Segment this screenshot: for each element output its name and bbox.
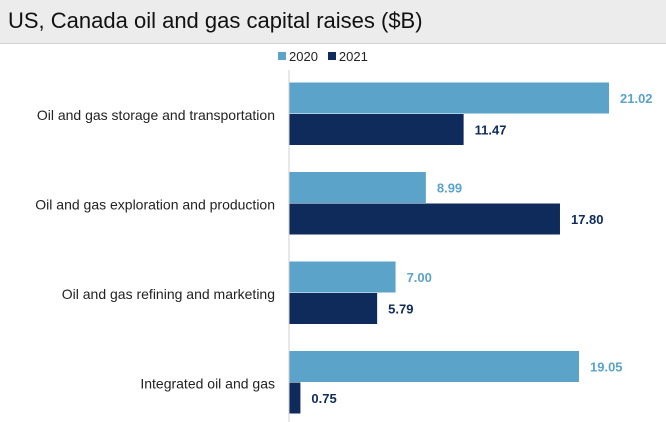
category-label-integrated-oil-and-gas: Integrated oil and gas	[140, 375, 275, 391]
legend-label-2020: 2020	[289, 48, 318, 64]
category-label-oil-and-gas-exploration-and-production: Oil and gas exploration and production	[35, 196, 275, 212]
legend-swatch-2021	[327, 52, 336, 60]
bar-2021-integrated-oil-and-gas	[289, 382, 301, 414]
legend-label-2021: 2021	[338, 48, 368, 64]
value-label-2021-integrated-oil-and-gas: 0.75	[311, 391, 336, 406]
value-label-2020-oil-and-gas-refining-and-marketing: 7.00	[407, 270, 432, 285]
bar-2021-oil-and-gas-refining-and-marketing	[289, 293, 378, 324]
value-label-2021-oil-and-gas-storage-and-transportation: 11.47	[475, 123, 507, 138]
value-label-2020-oil-and-gas-exploration-and-production: 8.99	[437, 181, 462, 196]
title-bar: US, Canada oil and gas capital raises ($…	[0, 0, 666, 44]
bar-2021-oil-and-gas-exploration-and-production	[289, 203, 560, 235]
bar-2021-oil-and-gas-storage-and-transportation	[289, 114, 464, 145]
chart-title: US, Canada oil and gas capital raises ($…	[8, 8, 423, 33]
bar-2020-oil-and-gas-storage-and-transportation	[289, 82, 609, 114]
value-label-2021-oil-and-gas-exploration-and-production: 17.80	[571, 212, 604, 227]
value-label-2020-integrated-oil-and-gas: 19.05	[590, 360, 623, 375]
legend-item-2021: 2021	[327, 48, 368, 64]
category-label-oil-and-gas-refining-and-marketing: Oil and gas refining and marketing	[62, 286, 275, 302]
category-label-oil-and-gas-storage-and-transportation: Oil and gas storage and transportation	[37, 107, 275, 123]
bar-2020-oil-and-gas-exploration-and-production	[289, 172, 426, 203]
value-label-2021-oil-and-gas-refining-and-marketing: 5.79	[388, 302, 413, 317]
value-label-2020-oil-and-gas-storage-and-transportation: 21.02	[620, 91, 653, 106]
chart-legend: 2020 2021	[278, 47, 368, 65]
bar-2020-oil-and-gas-refining-and-marketing	[289, 261, 396, 293]
legend-swatch-2020	[278, 52, 286, 60]
legend-item-2020: 2020	[278, 49, 318, 64]
bar-2020-integrated-oil-and-gas	[289, 351, 580, 382]
